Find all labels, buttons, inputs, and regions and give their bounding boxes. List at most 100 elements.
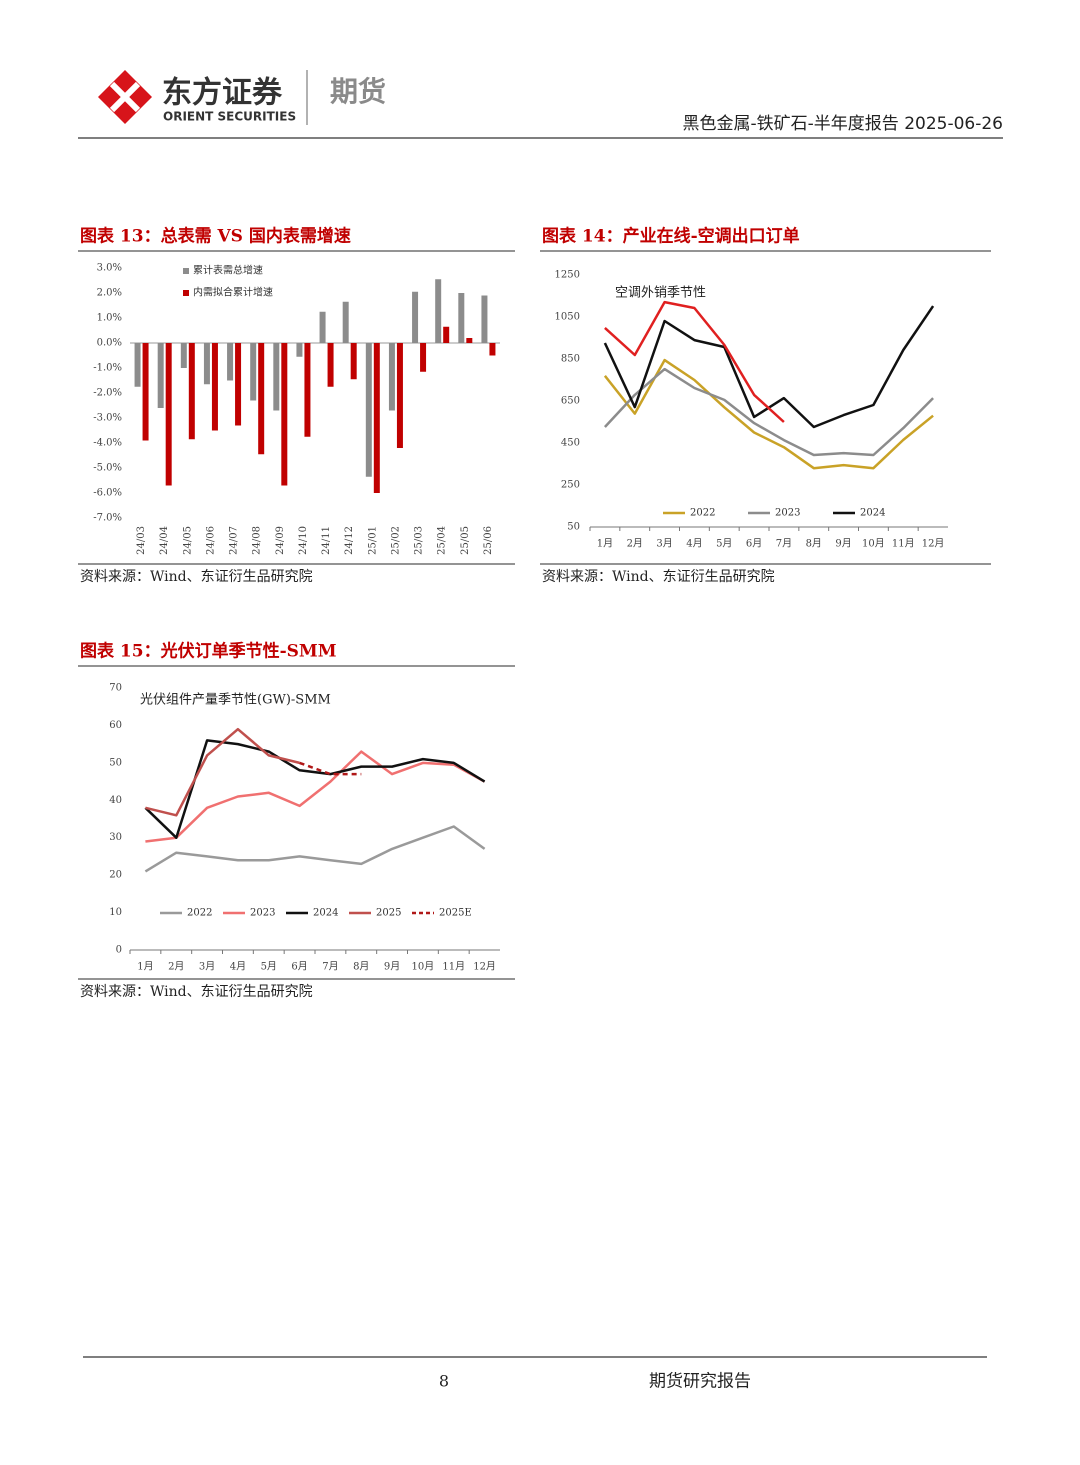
bar [250, 343, 257, 401]
line [603, 367, 934, 457]
report-title: 黑色金属-铁矿石-半年度报告 2025-06-26 [683, 114, 1003, 134]
line [144, 825, 486, 873]
bar [157, 343, 164, 408]
bar [296, 343, 303, 357]
line [144, 739, 486, 839]
line [145, 750, 486, 843]
bar [227, 343, 234, 381]
bar [281, 343, 288, 486]
x-tick-label: 6月 [746, 538, 762, 550]
x-tick-label: 5月 [261, 961, 277, 973]
page-number: 8 [439, 1372, 449, 1391]
chart-title: 图表 14：产业在线-空调出口订单 [542, 226, 800, 247]
x-tick-label: 3月 [656, 538, 672, 550]
source: 资料来源：Wind、东证衍生品研究院 [542, 569, 775, 585]
bar [327, 343, 334, 387]
x-tick-label: 24/03 [136, 526, 147, 555]
y-tick-label: 30 [109, 832, 122, 843]
bar [319, 311, 326, 343]
bar [388, 343, 395, 411]
x-tick-label: 24/08 [252, 526, 263, 555]
legend-label: 2023 [250, 908, 275, 919]
bar [365, 343, 372, 477]
y-tick-label: -6.0% [93, 488, 122, 499]
y-tick-label: 20 [109, 870, 122, 881]
line [604, 300, 785, 423]
x-tick-label: 12月 [473, 961, 496, 973]
division: 期货 [330, 75, 386, 108]
footer-label: 期货研究报告 [649, 1372, 751, 1392]
bar [373, 343, 380, 493]
line [145, 727, 300, 817]
legend-label: 2022 [187, 908, 212, 919]
legend-label: 内需拟合累计增速 [193, 286, 273, 299]
bar [188, 343, 195, 440]
x-tick-label: 25/05 [460, 526, 471, 555]
x-tick-label: 4月 [230, 961, 246, 973]
x-tick-label: 25/02 [390, 526, 401, 555]
bar [235, 343, 242, 426]
x-tick-label: 24/07 [229, 526, 240, 555]
x-tick-label: 3月 [199, 961, 215, 973]
bar [273, 343, 280, 411]
y-tick-label: -7.0% [93, 513, 122, 524]
x-tick-label: 11月 [442, 961, 465, 973]
legend-swatch [183, 290, 189, 296]
x-tick-label: 9月 [835, 538, 851, 550]
bar [458, 293, 465, 343]
brand-en: ORIENT SECURITIES [163, 110, 296, 124]
logo-cross [109, 81, 141, 113]
bar [142, 343, 149, 441]
bar [443, 326, 450, 343]
chart-title: 图表 13：总表需 VS 国内表需增速 [80, 226, 351, 247]
y-tick-label: 0 [116, 945, 122, 956]
x-tick-label: 7月 [776, 538, 792, 550]
source: 资料来源：Wind、东证衍生品研究院 [80, 569, 313, 585]
bar [435, 279, 442, 343]
x-tick-label: 2月 [168, 961, 184, 973]
bar [396, 343, 403, 448]
y-tick-label: 60 [109, 720, 122, 731]
x-tick-label: 25/03 [414, 526, 425, 555]
x-tick-label: 5月 [716, 538, 732, 550]
bar [203, 343, 210, 385]
bar [304, 343, 311, 437]
y-tick-label: 650 [561, 396, 580, 407]
x-tick-label: 24/09 [275, 526, 286, 555]
x-tick-label: 24/04 [159, 526, 170, 555]
x-tick-label: 7月 [322, 961, 338, 973]
annotation: 空调外销季节性 [615, 286, 706, 301]
y-tick-label: 1250 [555, 270, 580, 281]
bar [258, 343, 265, 455]
legend-label: 累计表需总增速 [193, 264, 263, 277]
x-tick-label: 6月 [291, 961, 307, 973]
source: 资料来源：Wind、东证衍生品研究院 [80, 984, 313, 1000]
legend-label: 2023 [775, 508, 800, 519]
bar [165, 343, 172, 486]
line [603, 358, 934, 470]
y-tick-label: 3.0% [97, 263, 122, 274]
x-tick-label: 1月 [597, 538, 613, 550]
x-tick-label: 1月 [137, 961, 153, 973]
bar [342, 301, 349, 343]
y-tick-label: 1.0% [97, 313, 122, 324]
y-tick-label: -1.0% [93, 363, 122, 374]
line [299, 761, 362, 776]
y-tick-label: -3.0% [93, 413, 122, 424]
x-tick-label: 24/10 [298, 526, 309, 555]
y-tick-label: 50 [567, 522, 580, 533]
annotation: 光伏组件产量季节性(GW)-SMM [140, 693, 331, 708]
y-tick-label: 1050 [555, 312, 580, 323]
bar [420, 343, 427, 372]
bar [211, 343, 218, 431]
x-tick-label: 24/05 [182, 526, 193, 555]
x-tick-label: 11月 [892, 538, 915, 550]
y-tick-label: -5.0% [93, 463, 122, 474]
y-tick-label: 850 [561, 354, 580, 365]
y-tick-label: 0.0% [97, 338, 122, 349]
x-tick-label: 10月 [862, 538, 885, 550]
x-tick-label: 24/12 [344, 526, 355, 555]
chart-title: 图表 15：光伏订单季节性-SMM [80, 641, 337, 662]
x-tick-label: 25/06 [483, 526, 494, 555]
bar [412, 291, 419, 343]
